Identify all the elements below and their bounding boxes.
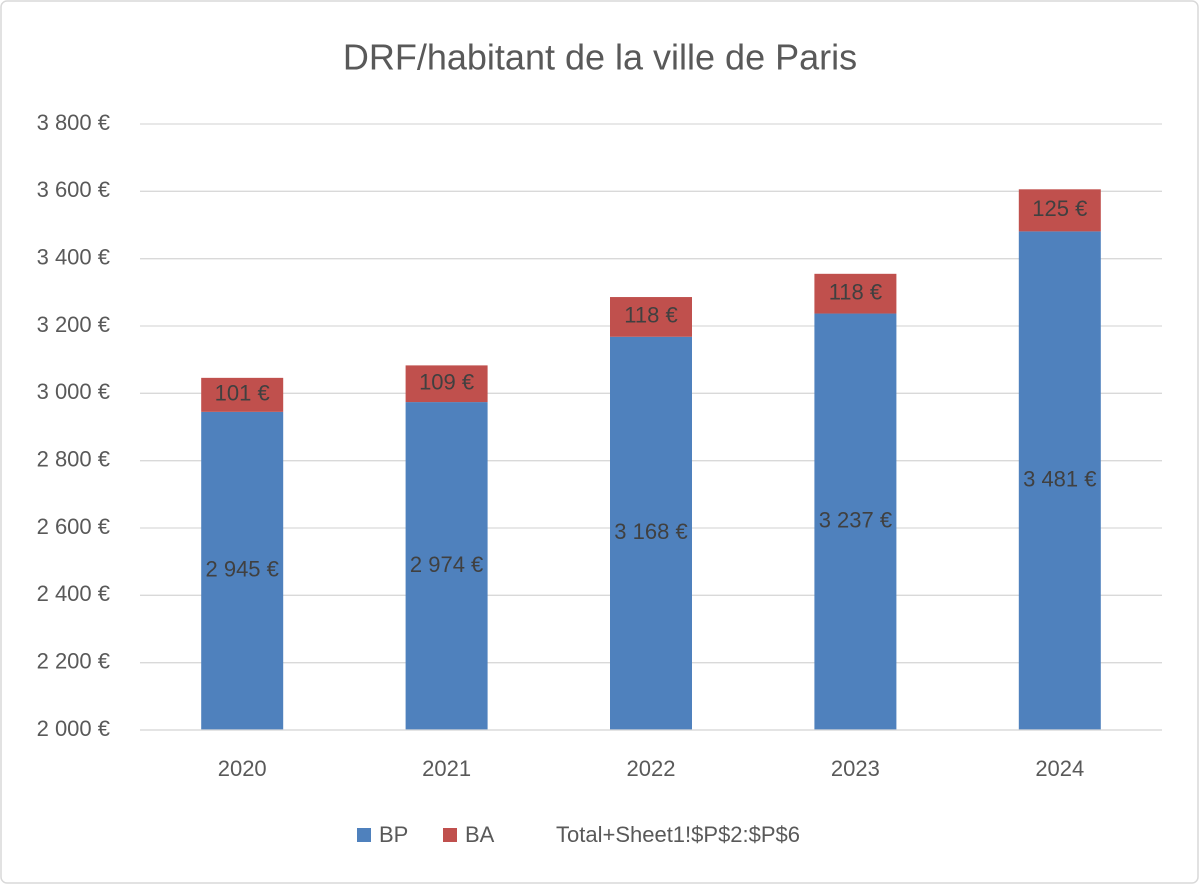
x-tick-label: 2020: [218, 756, 267, 781]
x-tick-label: 2021: [422, 756, 471, 781]
y-tick-label: 2 600 €: [37, 514, 110, 539]
x-tick-label: 2022: [627, 756, 676, 781]
bar-segment: [405, 402, 488, 730]
x-tick-label: 2023: [831, 756, 880, 781]
bar-segment: [1018, 231, 1101, 730]
legend-label: BP: [379, 822, 408, 847]
y-tick-label: 3 400 €: [37, 244, 110, 269]
bar-segment: [405, 365, 488, 403]
data-label: 2 974 €: [410, 552, 483, 577]
y-tick-label: 2 200 €: [37, 648, 110, 673]
legend-label: Total+Sheet1!$P$2:$P$6: [556, 822, 800, 847]
y-tick-label: 3 200 €: [37, 312, 110, 337]
data-label: 118 €: [624, 303, 677, 328]
bar-segment: [814, 273, 897, 314]
bar-segment: [610, 297, 692, 337]
y-tick-label: 3 800 €: [37, 110, 110, 135]
y-tick-label: 3 000 €: [37, 379, 110, 404]
data-label: 3 237 €: [819, 508, 892, 533]
bar-segment: [610, 336, 692, 730]
bar-segment: [201, 377, 284, 412]
data-label: 101 €: [215, 381, 270, 406]
data-label: 109 €: [419, 370, 474, 395]
y-tick-label: 2 400 €: [37, 581, 110, 606]
legend-swatch: [443, 828, 457, 842]
x-tick-label: 2024: [1035, 756, 1084, 781]
data-label: 118 €: [829, 279, 882, 304]
bar-segment: [201, 411, 284, 730]
legend-label: BA: [465, 822, 495, 847]
data-label: 3 168 €: [614, 519, 687, 544]
chart-title: DRF/habitant de la ville de Paris: [343, 37, 857, 78]
bar-segment: [814, 313, 897, 730]
y-tick-label: 3 600 €: [37, 177, 110, 202]
data-label: 3 481 €: [1023, 467, 1096, 492]
data-label: 2 945 €: [205, 557, 278, 582]
y-tick-label: 2 000 €: [37, 716, 110, 741]
bar-segment: [1018, 189, 1101, 232]
legend-swatch: [357, 828, 371, 842]
data-label: 125 €: [1032, 196, 1087, 221]
y-tick-label: 2 800 €: [37, 446, 110, 471]
